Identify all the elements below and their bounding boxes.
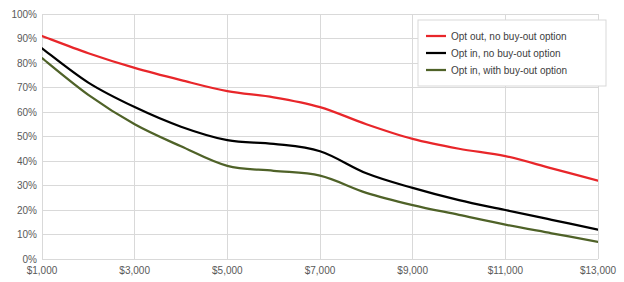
y-tick-label: 20% — [17, 205, 37, 216]
x-grid-line — [320, 14, 321, 259]
x-grid-line — [227, 14, 228, 259]
y-tick-label: 10% — [17, 229, 37, 240]
x-tick-label: $13,000 — [580, 265, 617, 276]
x-tick-label: $3,000 — [119, 265, 150, 276]
legend: Opt out, no buy-out option Opt in, no buy… — [418, 20, 606, 86]
series-line — [42, 36, 598, 181]
legend-box — [418, 20, 606, 86]
y-tick-label: 0% — [23, 254, 38, 265]
x-grid-line — [42, 14, 43, 259]
x-grid-line — [134, 14, 135, 259]
y-tick-label: 100% — [11, 9, 37, 20]
y-tick-label: 90% — [17, 33, 37, 44]
x-tick-label: $5,000 — [212, 265, 243, 276]
legend-swatch — [426, 69, 446, 71]
y-tick-label: 50% — [17, 131, 37, 142]
series-group — [42, 36, 598, 242]
chart: 0% 10% 20% 30% 40% 50% 60% 70% 80% 90% 100% $1,000 $… — [0, 0, 624, 282]
y-tick-label: 40% — [17, 156, 37, 167]
y-tick-label: 60% — [17, 107, 37, 118]
legend-label: Opt in, no buy-out option — [451, 48, 561, 59]
y-tick-label: 80% — [17, 58, 37, 69]
legend-label: Opt in, with buy-out option — [451, 65, 567, 76]
x-tick-label: $1,000 — [27, 265, 58, 276]
x-grid-line — [412, 14, 413, 259]
background — [0, 0, 624, 282]
legend-label: Opt out, no buy-out option — [451, 31, 567, 42]
x-tick-label: $9,000 — [397, 265, 428, 276]
grid — [42, 14, 598, 259]
y-tick-label: 70% — [17, 82, 37, 93]
x-tick-label: $7,000 — [305, 265, 336, 276]
y-tick-label: 30% — [17, 180, 37, 191]
axes: 0% 10% 20% 30% 40% 50% 60% 70% 80% 90% 100% $1,000 $… — [11, 9, 616, 277]
x-tick-label: $11,000 — [488, 265, 524, 276]
legend-swatch — [426, 35, 446, 37]
legend-swatch — [426, 52, 446, 54]
series-line — [42, 48, 598, 229]
